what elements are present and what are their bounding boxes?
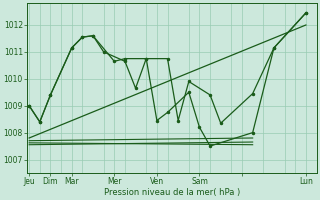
X-axis label: Pression niveau de la mer( hPa ): Pression niveau de la mer( hPa ) bbox=[104, 188, 240, 197]
